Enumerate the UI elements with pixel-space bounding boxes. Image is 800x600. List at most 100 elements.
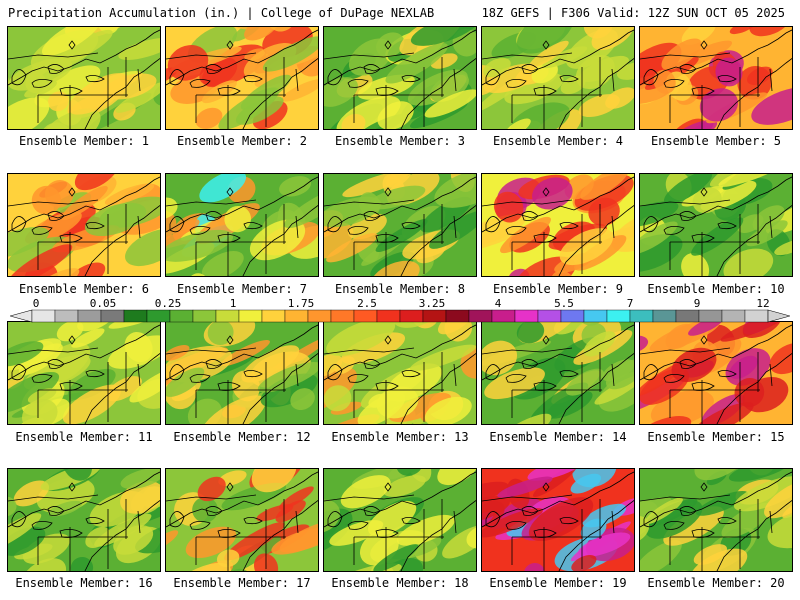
precip-blob [746,220,788,247]
colorbar-swatch [491,309,516,323]
ensemble-member-label: Ensemble Member: 10 [647,282,785,296]
ensemble-map-panel [7,321,161,425]
precip-blob [231,370,260,402]
precip-blob [341,114,366,129]
precip-blob [751,86,792,125]
map-boundary-line [8,29,160,86]
precip-blob [767,511,792,549]
map-boundary-line [482,324,634,381]
precip-blob [532,109,582,129]
ensemble-map-panel [165,321,319,425]
precip-blob [570,473,602,494]
precip-blob [115,82,160,113]
colorbar-swatch [744,309,769,323]
colorbar-swatch [215,309,240,323]
ensemble-map-panel [481,26,635,130]
precip-map [166,322,318,424]
precip-blob [640,221,678,255]
precip-blob [200,395,266,424]
ensemble-member-label: Ensemble Member: 12 [173,430,311,444]
precip-blob [129,368,160,403]
station-marker-icon [700,482,708,492]
precip-blob [749,27,791,37]
map-boundary-line [166,471,318,528]
colorbar-tick-label: 12 [756,297,770,310]
precip-map [482,27,634,129]
ensemble-member-label: Ensemble Member: 17 [173,576,311,590]
precip-blob [326,233,378,263]
station-marker-icon [68,335,76,345]
precip-blob [527,469,584,481]
precip-map [640,322,792,424]
precip-blob [578,532,631,557]
precip-blob [484,367,545,400]
map-boundary-line [324,52,457,129]
precip-blob [482,340,518,376]
colorbar-swatch [376,309,401,323]
precip-blob [774,239,792,256]
station-marker-icon [384,187,392,197]
ensemble-map-panel [639,321,793,425]
ensemble-map-panel [7,468,161,572]
colorbar-swatch [606,309,631,323]
precip-blob [482,481,509,507]
colorbar-max-arrow [767,309,790,323]
station-marker-icon [542,40,550,50]
map-boundary-line [324,347,457,424]
precip-blob [409,344,476,371]
precip-blob [693,402,754,424]
station-marker-icon [226,40,234,50]
map-boundary-line [324,324,476,381]
colorbar-swatch [583,309,608,323]
station-marker-icon [542,335,550,345]
map-boundary-line [482,176,634,233]
precip-blob [326,322,396,357]
map-boundary-line [166,52,299,129]
run-valid-time: 18Z GEFS | F306 Valid: 12Z SUN OCT 05 20… [481,6,785,20]
ensemble-member-label: Ensemble Member: 1 [18,134,150,148]
map-boundary-line [166,29,318,86]
precip-blob [424,89,476,118]
map-boundary-line [166,176,318,233]
precip-blob [278,486,314,510]
station-marker-icon [700,187,708,197]
station-marker-icon [542,482,550,492]
ensemble-member-label: Ensemble Member: 11 [15,430,153,444]
colorbar-swatch [445,309,470,323]
precip-blob [546,390,593,419]
precip-blob [373,544,419,571]
precip-blob [60,185,108,221]
station-marker-icon [68,40,76,50]
precip-blob [324,77,358,107]
precip-blob [125,228,160,267]
precip-blob [408,469,432,483]
precip-blob [663,174,713,205]
precip-blob [341,332,406,365]
precip-blob [8,513,42,554]
colorbar [10,309,790,323]
precip-blob [483,63,540,94]
map-boundary-line [8,494,141,571]
ensemble-map-panel [323,321,477,425]
ensemble-member-label: Ensemble Member: 18 [331,576,469,590]
station-marker-icon [226,335,234,345]
precip-map [8,174,160,276]
ensemble-map-panel [323,173,477,277]
precip-blob [709,174,768,187]
precip-blob [235,96,284,125]
precip-blob [692,187,722,214]
precip-map [8,27,160,129]
colorbar-swatch [284,309,309,323]
precip-blob [375,219,428,252]
precip-blob [199,174,247,203]
map-boundary-line [482,494,615,571]
map-boundary-line [166,347,299,424]
colorbar-swatch [698,309,723,323]
ensemble-map-panel [481,468,635,572]
precip-blob [591,27,634,51]
precip-blob [663,506,724,546]
precip-map [324,322,476,424]
ensemble-map-panel [323,26,477,130]
colorbar-min-arrow [10,309,33,323]
precip-blob [644,497,683,525]
